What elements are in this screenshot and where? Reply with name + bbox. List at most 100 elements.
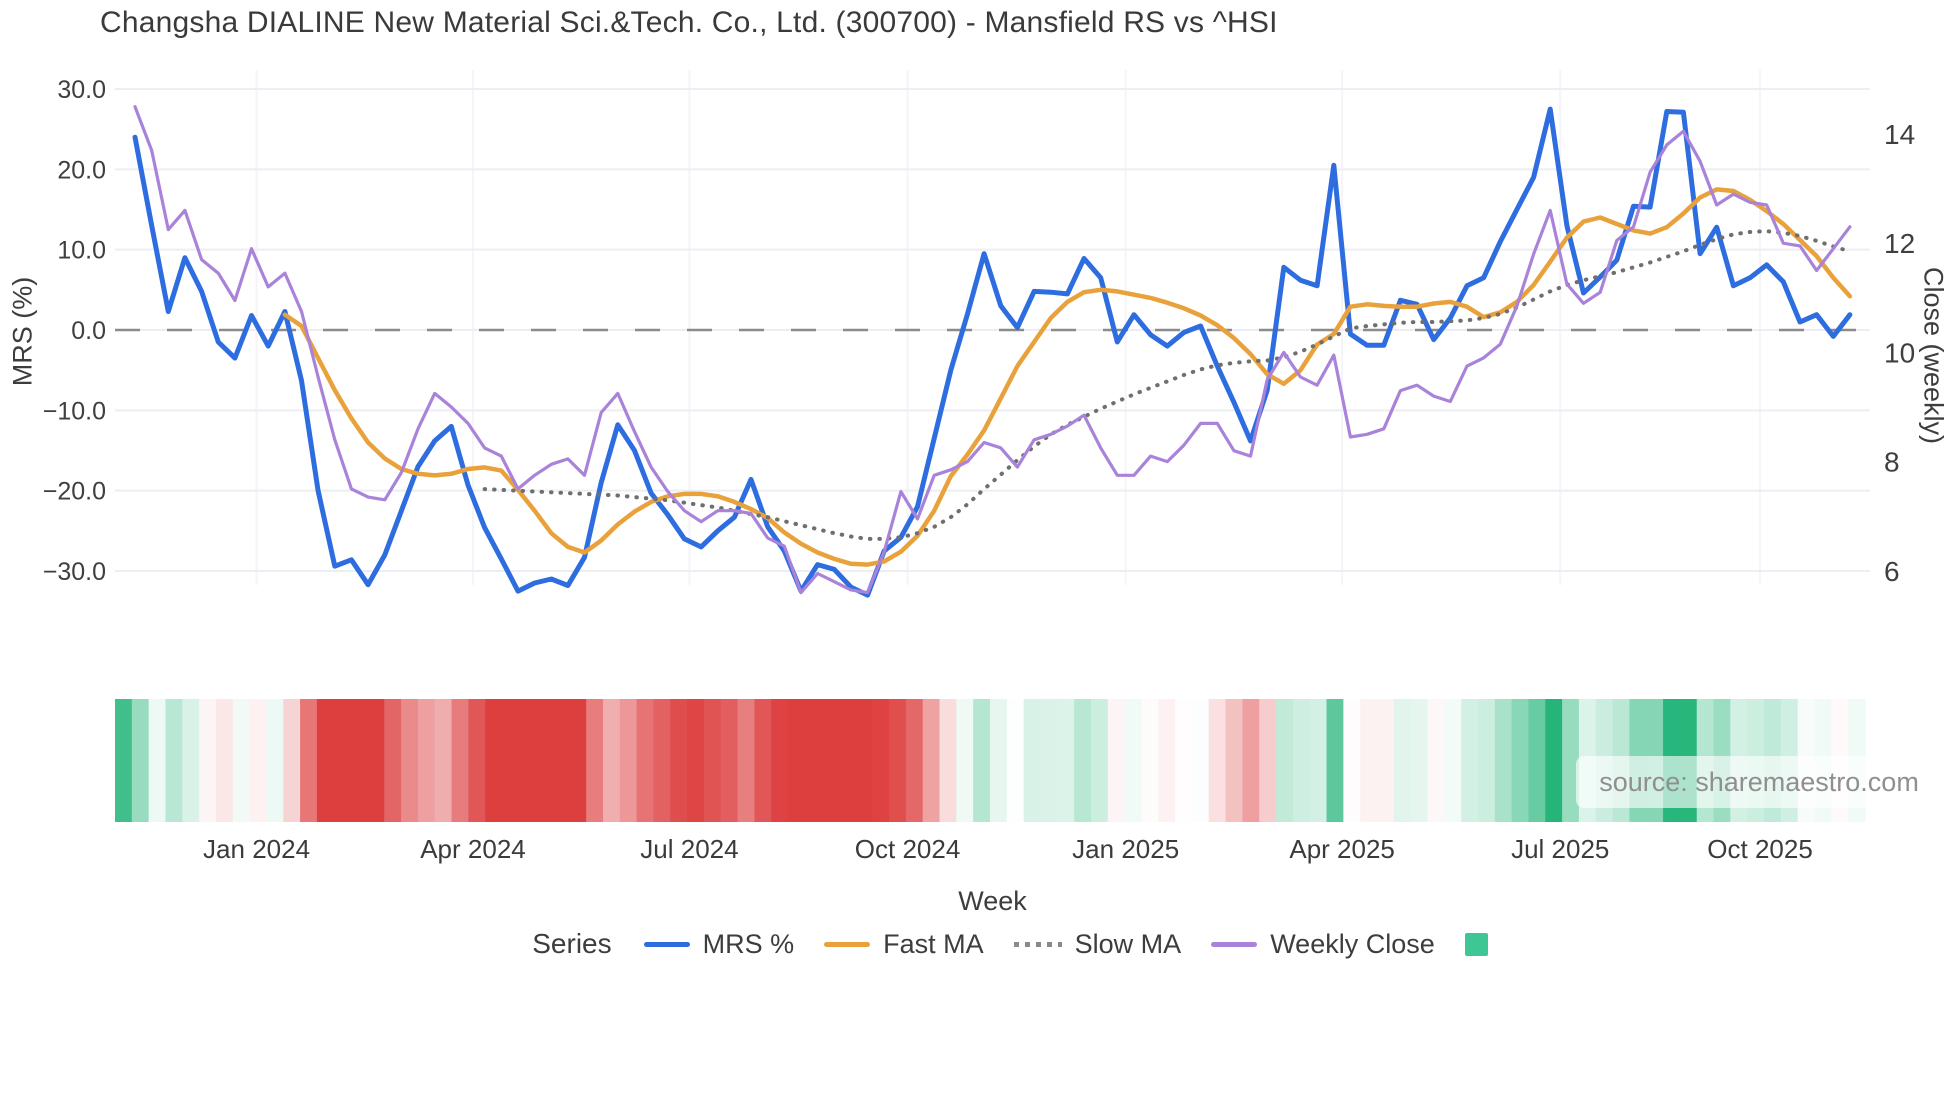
heatmap-cell: [1461, 699, 1479, 822]
heatmap-cell: [922, 699, 941, 822]
heatmap-cell: [619, 699, 638, 822]
legend-swatch: [643, 941, 690, 947]
heatmap-cell: [821, 699, 840, 822]
right-axis-tick: 10: [1884, 337, 1915, 368]
heatmap-cell: [1444, 699, 1462, 822]
heatmap-cell: [165, 699, 183, 822]
source-watermark: source: sharemaestro.com: [1576, 756, 1942, 808]
heatmap-cell: [485, 699, 503, 822]
heatmap-cell: [232, 699, 251, 822]
heatmap-cell: [636, 699, 655, 822]
heatmap-cell: [1562, 699, 1580, 822]
heatmap-cell: [215, 699, 234, 822]
heatmap-cell: [333, 699, 352, 822]
heatmap-cell: [1477, 699, 1496, 822]
heatmap-cell: [973, 699, 991, 822]
heatmap-cell: [720, 699, 739, 822]
heatmap-cell: [754, 699, 772, 822]
heatmap-cell: [1124, 699, 1143, 822]
heatmap-cell: [266, 699, 284, 822]
legend: Series MRS % Fast MA Slow MA Weekly Close: [0, 928, 1960, 960]
heatmap-cell: [1175, 699, 1193, 822]
series-lines: [132, 105, 1853, 598]
heatmap-cell: [956, 699, 974, 822]
left-axis-tick: 10.0: [57, 237, 106, 265]
left-axis-tick: −20.0: [43, 478, 106, 506]
heatmap-cell: [1410, 699, 1429, 822]
heatmap-cell: [703, 699, 722, 822]
x-axis-tick: Jan 2024: [203, 834, 310, 864]
legend-item-fast-ma: Fast MA: [824, 929, 984, 960]
heatmap-cell: [350, 699, 369, 822]
heatmap-cell: [1292, 699, 1311, 822]
heatmap-cell: [872, 699, 890, 822]
heatmap-cell: [889, 699, 907, 822]
heatmap-cell: [1343, 699, 1361, 822]
heatmap-cell: [518, 699, 537, 822]
heatmap-cell: [131, 699, 150, 822]
heatmap-cell: [1309, 699, 1328, 822]
heatmap-cell: [316, 699, 335, 822]
legend-item-label: Fast MA: [883, 928, 984, 959]
heatmap-cell: [1276, 699, 1294, 822]
legend-item-heatmap: [1464, 932, 1488, 956]
legend-title: Series: [532, 928, 612, 959]
legend-item-weekly-close: Weekly Close: [1211, 929, 1435, 960]
heatmap-cell: [905, 699, 924, 822]
heatmap-cell: [1393, 699, 1412, 822]
heatmap-cell: [1057, 699, 1075, 822]
heatmap-cell: [502, 699, 520, 822]
legend-item-mrs-: MRS %: [643, 928, 795, 960]
x-axis-tick: Apr 2025: [1289, 834, 1395, 864]
heatmap-cell: [1377, 699, 1395, 822]
heatmap-cell: [535, 699, 554, 822]
heatmap-cell: [552, 699, 570, 822]
heatmap-cell: [1074, 699, 1092, 822]
chart-title: Changsha DIALINE New Material Sci.&Tech.…: [100, 6, 1278, 39]
left-axis-tick: 30.0: [57, 76, 106, 104]
heatmap-cell: [569, 699, 587, 822]
heatmap-cell: [199, 699, 217, 822]
x-axis-tick-labels: Jan 2024 Apr 2024 Jul 2024 Oct 2024 Jan 2025…: [203, 834, 1813, 864]
heatmap-cell: [384, 699, 402, 822]
right-axis-tick: 14: [1884, 119, 1915, 150]
x-axis-tick: Oct 2025: [1707, 834, 1813, 864]
x-axis-tick: Jul 2025: [1511, 834, 1609, 864]
legend-item-label: MRS %: [702, 928, 795, 959]
left-axis-tick: 20.0: [57, 156, 106, 184]
heatmap-cell: [1040, 699, 1058, 822]
heatmap-cell: [451, 699, 469, 822]
heatmap-cell: [434, 699, 453, 822]
heatmap-cell: [939, 699, 957, 822]
heatmap-cell: [367, 699, 385, 822]
heatmap-cell: [401, 699, 419, 822]
left-axis-tick: −10.0: [43, 397, 106, 425]
heatmap-cell: [670, 699, 688, 822]
heatmap-cell: [1023, 699, 1042, 822]
x-axis-tick: Oct 2024: [855, 834, 961, 864]
heatmap-cell: [1090, 699, 1109, 822]
left-axis-tick: 0.0: [71, 317, 106, 345]
heatmap-cell: [1259, 699, 1277, 822]
heatmap-cell: [1326, 699, 1344, 822]
heatmap-cell: [1360, 699, 1378, 822]
heatmap-cell: [737, 699, 756, 822]
heatmap-cell: [788, 699, 806, 822]
left-axis-tick: −30.0: [43, 558, 106, 586]
heatmap-cell: [417, 699, 436, 822]
heatmap-cell: [1545, 699, 1563, 822]
legend-item-label: Weekly Close: [1270, 928, 1435, 959]
heatmap-cell: [1225, 699, 1244, 822]
heatmap-cell: [468, 699, 486, 822]
right-axis-tick: 8: [1884, 447, 1900, 478]
heatmap-cell: [1006, 699, 1025, 822]
right-axis-tick: 12: [1884, 228, 1915, 259]
heatmap-cell: [249, 699, 268, 822]
heatmap-cell: [838, 699, 856, 822]
x-axis-tick: Jan 2025: [1072, 834, 1179, 864]
heatmap-cell: [1141, 699, 1159, 822]
heatmap-cell: [1242, 699, 1260, 822]
legend-swatch: [824, 941, 871, 947]
heatmap-cell: [1107, 699, 1126, 822]
